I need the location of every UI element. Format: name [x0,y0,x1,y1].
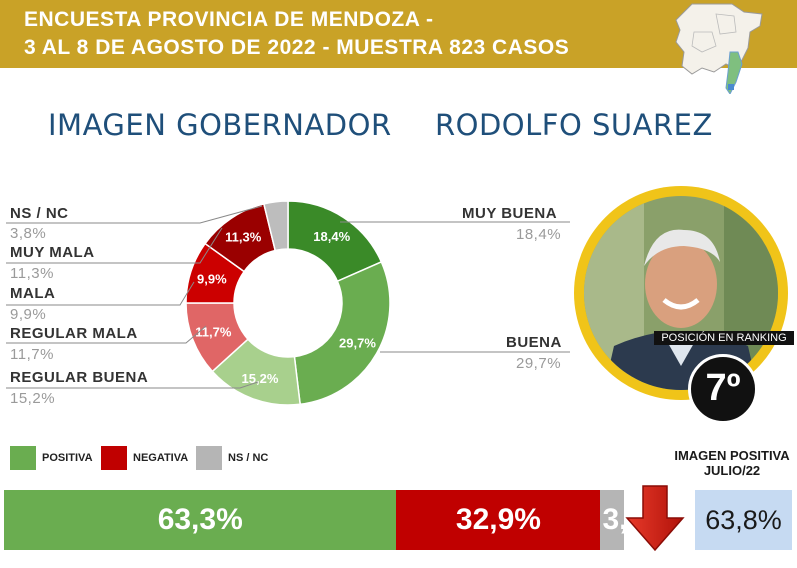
previous-image-title-line-2: JULIO/22 [703,463,761,478]
argentina-map-icon [675,3,763,94]
legend-swatch-positiva [10,446,36,470]
down-arrow-icon [625,485,685,552]
chart-title-part-2: RODOLFO SUAREZ [435,108,713,142]
category-label-ns-nc: NS / NC [10,205,69,222]
donut-data-label-buena: 29,7% [339,336,376,351]
donut-slice-buena [293,260,391,406]
legend-item-positiva: POSITIVA [10,445,93,471]
header-title-line-1: ENCUESTA PROVINCIA DE MENDOZA - [24,8,434,31]
leader-line-regular-mala [6,325,207,344]
governor-portrait-image [584,196,778,390]
ranking-position-badge: 7º [688,354,758,424]
donut-data-label-regular-buena: 15,2% [242,371,279,386]
category-label-buena: BUENA [506,334,562,351]
category-label-regular-buena: REGULAR BUENA [10,369,149,386]
summary-stacked-bar: 63,3% 32,9% 3,8% [0,490,797,550]
category-value-buena: 29,7% [516,355,562,372]
ranking-caption: POSICIÓN EN RANKING [654,331,794,345]
leader-line-muy-mala [6,227,223,264]
header-title-line-2: 3 AL 8 DE AGOSTO DE 2022 - MUESTRA 823 C… [24,36,570,59]
legend-item-ns-nc: NS / NC [196,445,268,471]
donut-data-label-muy-buena: 18,4% [313,229,350,244]
category-label-mala: MALA [10,285,56,302]
header-banner: ENCUESTA PROVINCIA DE MENDOZA - 3 AL 8 D… [0,0,797,68]
category-label-regular-mala: REGULAR MALA [10,325,138,342]
donut-data-label-muy-mala: 11,3% [225,230,262,245]
category-value-muy-mala: 11,3% [10,265,54,282]
legend-item-negativa: NEGATIVA [101,445,188,471]
category-value-regular-buena: 15,2% [10,390,56,407]
bar-segment-ns-nc: 3,8% [600,490,624,550]
category-label-muy-mala: MUY MALA [10,244,95,261]
bar-segment-positiva: 63,3% [4,490,397,550]
leader-line-mala [6,281,195,306]
leader-line-ns-nc [6,205,263,224]
bar-segment-negativa: 32,9% [396,490,601,550]
category-value-regular-mala: 11,7% [10,346,54,363]
donut-slice-ns-nc [262,200,289,252]
legend-label-ns-nc: NS / NC [228,452,269,464]
donut-data-label-regular-mala: 11,7% [195,325,232,340]
legend-label-negativa: NEGATIVA [133,452,189,464]
chart-title-part-1: IMAGEN GOBERNADOR [48,108,392,142]
category-value-muy-buena: 18,4% [516,226,562,243]
category-label-muy-buena: MUY BUENA [462,205,558,222]
legend-swatch-ns-nc [196,446,222,470]
category-value-mala: 9,9% [10,306,47,323]
previous-image-title: IMAGEN POSITIVA JULIO/22 [662,448,797,478]
donut-data-label-mala: 9,9% [197,272,227,287]
governor-portrait [584,196,778,390]
leader-line-regular-buena [6,381,259,389]
legend-label-positiva: POSITIVA [42,452,93,464]
previous-image-title-line-1: IMAGEN POSITIVA [674,448,790,463]
previous-image-value: 63,8% [695,490,792,550]
legend-swatch-negativa [101,446,127,470]
category-value-ns-nc: 3,8% [10,225,47,242]
